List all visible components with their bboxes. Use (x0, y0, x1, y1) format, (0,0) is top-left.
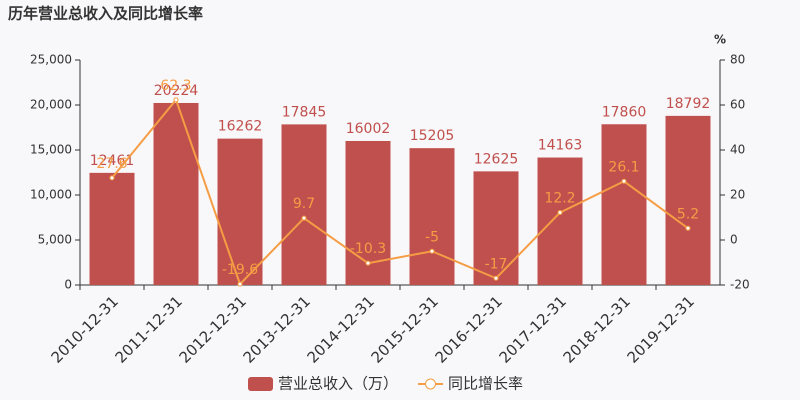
bar (601, 124, 647, 285)
bar (473, 171, 519, 285)
line-point (685, 225, 691, 231)
y2-tick-label: 60 (730, 98, 745, 112)
legend-label: 营业总收入（万） (278, 375, 398, 393)
y-tick-label: 15,000 (30, 143, 72, 157)
chart-title: 历年营业总收入及同比增长率 (8, 5, 203, 23)
line-point (493, 275, 499, 281)
legend-swatch-point (425, 378, 437, 390)
y2-tick-label: 20 (730, 188, 745, 202)
bar-value-label: 14163 (538, 138, 583, 154)
bar-value-label: 17860 (602, 104, 647, 120)
line-point (621, 178, 627, 184)
bar-value-label: 20224 (154, 83, 199, 99)
y-tick-label: 0 (64, 278, 72, 292)
line-point (557, 210, 563, 216)
bar (537, 157, 583, 285)
line-point (237, 281, 243, 287)
bar (409, 148, 455, 285)
bar (153, 102, 199, 285)
y-tick-label: 20,000 (30, 98, 72, 112)
y-tick-label: 10,000 (30, 188, 72, 202)
bar-value-label: 15205 (410, 128, 455, 144)
line-value-label: 9.7 (293, 196, 315, 212)
line-point (109, 175, 115, 181)
bar-value-label: 16002 (346, 121, 391, 137)
line-value-label: 26.1 (608, 159, 639, 175)
line (111, 97, 689, 286)
bar (665, 115, 711, 285)
bar-value-label: 17845 (282, 104, 327, 120)
y2-tick-label: -20 (730, 278, 750, 292)
y2-tick-label: 0 (730, 233, 738, 247)
line-value-label: 12.2 (544, 191, 575, 207)
y-tick-label: 5,000 (38, 233, 72, 247)
y-tick-label: 25,000 (30, 53, 72, 67)
bar (281, 124, 327, 286)
line-point (429, 248, 435, 254)
line-point (365, 260, 371, 266)
bar-value-label: 18792 (666, 96, 711, 112)
line-value-label: -17 (485, 256, 508, 272)
bar-value-label: 12625 (474, 151, 519, 167)
line-value-label: 5.2 (677, 206, 699, 222)
line-value-label: -5 (425, 229, 439, 245)
y2-axis-label: % (714, 33, 726, 47)
legend-label: 同比增长率 (448, 375, 523, 393)
line-point (173, 97, 179, 103)
line-value-label: 27.6 (96, 156, 127, 172)
y2-tick-label: 40 (730, 143, 745, 157)
line-value-label: -19.6 (222, 262, 258, 278)
y2-tick-label: 80 (730, 53, 745, 67)
bar (217, 138, 263, 285)
legend-swatch (248, 377, 273, 391)
line-point (301, 215, 307, 221)
bar (89, 172, 135, 285)
line-value-label: -10.3 (350, 241, 386, 257)
bar-value-label: 16262 (218, 119, 263, 135)
line-value-label: 62.3 (160, 78, 191, 94)
